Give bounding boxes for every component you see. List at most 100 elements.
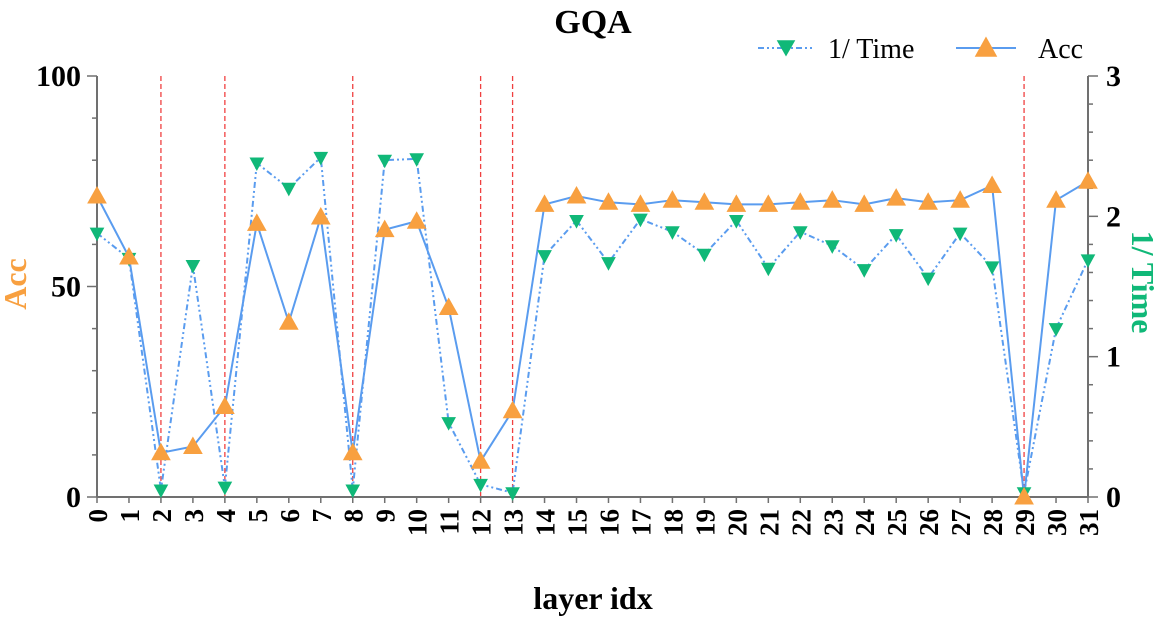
series-acc-line [96,180,1089,498]
x-tick-label: 0 [83,509,113,523]
legend-time: 1/ Time [758,34,914,65]
acc-point-28 [982,175,1002,193]
acc-point-4 [215,396,235,414]
time-point-21 [760,262,776,277]
time-point-26 [920,272,936,287]
time-point-7 [313,151,329,166]
time-point-9 [377,154,393,169]
acc-point-8 [342,442,363,461]
x-tick-label: 7 [307,509,337,523]
x-tick-label: 27 [946,509,976,536]
x-tick-label: 9 [371,509,401,523]
left-tick-label: 50 [51,271,81,304]
x-axis-label: layer idx [533,580,652,616]
right-tick-label: 3 [1106,60,1121,93]
time-point-17 [633,213,648,228]
acc-point-30 [1046,190,1066,208]
acc-point-29 [1014,486,1034,505]
acc-point-13 [502,400,523,419]
acc-point-24 [854,194,875,212]
x-tick-label: 10 [403,509,433,536]
x-tick-label: 22 [786,509,816,536]
right-tick-label: 0 [1106,481,1121,514]
x-tick-label: 28 [978,509,1008,536]
x-tick-label: 3 [179,509,209,523]
acc-point-2 [151,442,171,461]
x-tick-label: 26 [914,509,944,536]
acc-point-10 [406,211,427,229]
acc-point-7 [310,207,331,225]
x-tick-label: 8 [339,509,369,523]
acc-point-5 [246,213,267,231]
legend-acc-label: Acc [1038,34,1083,65]
left-tick-label: 0 [66,481,81,514]
x-tick-label: 24 [850,509,880,536]
time-point-24 [856,264,872,278]
acc-point-16 [598,192,619,210]
x-tick-label: 2 [147,509,177,523]
time-point-27 [952,227,968,242]
acc-point-21 [758,194,779,212]
acc-point-3 [183,436,203,454]
time-point-20 [729,215,744,229]
legend-time-marker [776,40,796,57]
x-tick-label: 12 [467,509,497,536]
time-point-31 [1080,254,1096,268]
x-tick-label: 16 [594,509,624,536]
right-tick-label: 2 [1106,200,1121,233]
x-tick-label: 14 [531,509,561,536]
time-point-8 [345,484,361,499]
left-axis-label: Acc [0,258,33,310]
acc-point-9 [374,219,395,238]
time-point-6 [281,182,297,197]
x-tick-label: 13 [499,509,529,536]
acc-point-18 [662,190,683,208]
time-point-15 [569,215,584,229]
time-point-19 [697,248,712,263]
x-tick-label: 1 [115,509,145,523]
acc-point-23 [822,190,843,208]
acc-point-26 [918,192,939,210]
acc-point-17 [630,194,651,212]
acc-point-6 [278,312,299,330]
time-point-2 [153,484,169,499]
time-point-25 [888,229,904,243]
time-point-3 [185,259,201,274]
acc-point-0 [87,185,107,204]
acc-point-11 [438,297,459,316]
x-tick-label: 6 [275,509,305,523]
acc-point-19 [694,192,715,210]
x-tick-label: 15 [563,509,593,536]
acc-point-27 [950,190,970,208]
time-point-4 [217,481,233,496]
x-tick-label: 17 [626,509,656,536]
legend-acc: Acc [956,34,1083,65]
time-point-0 [89,227,105,242]
acc-point-12 [470,451,491,469]
time-point-22 [792,226,808,240]
time-point-18 [665,226,680,240]
acc-point-25 [886,188,907,206]
x-tick-label: 19 [690,509,720,536]
acc-point-20 [726,194,747,212]
acc-point-22 [790,192,811,210]
left-tick-label: 100 [36,60,81,93]
x-tick-label: 21 [754,509,784,536]
x-tick-label: 20 [722,509,752,536]
time-point-12 [473,478,488,493]
x-tick-label: 31 [1074,509,1104,536]
x-tick-label: 25 [882,509,912,536]
acc-point-31 [1078,171,1098,189]
time-point-10 [409,153,425,167]
x-tick-label: 4 [211,509,241,523]
series-time-line [96,155,1089,495]
right-tick-label: 1 [1106,341,1121,374]
acc-point-15 [566,185,587,204]
acc-point-14 [534,194,555,212]
x-tick-label: 11 [435,509,465,535]
x-tick-label: 5 [243,509,273,523]
x-tick-label: 23 [818,509,848,536]
x-tick-label: 18 [658,509,688,536]
time-point-28 [984,261,1000,275]
